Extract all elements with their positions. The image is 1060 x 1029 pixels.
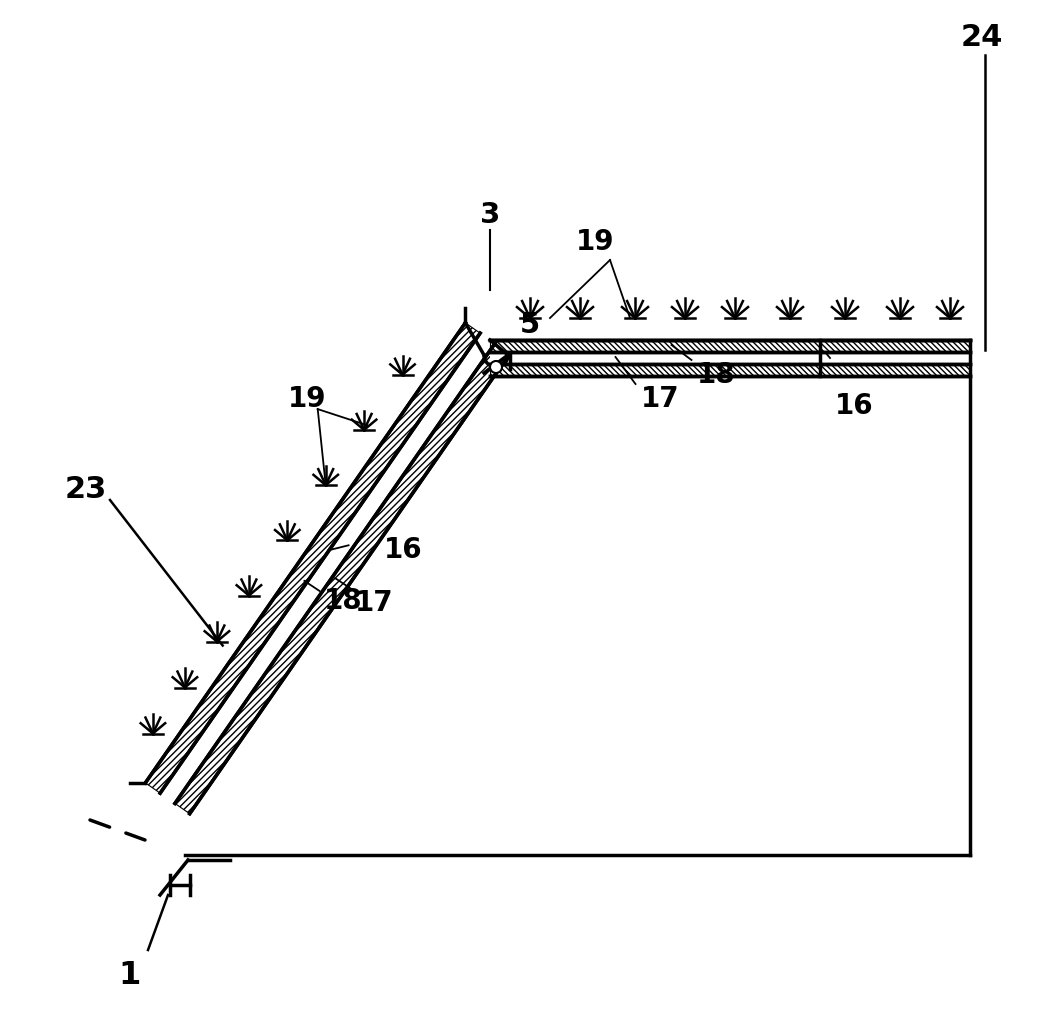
Polygon shape bbox=[145, 323, 480, 793]
Text: 17: 17 bbox=[640, 385, 679, 413]
Text: 19: 19 bbox=[287, 385, 326, 413]
Text: 1: 1 bbox=[119, 959, 141, 991]
Text: 16: 16 bbox=[384, 536, 422, 564]
Text: 23: 23 bbox=[65, 475, 107, 504]
Text: 17: 17 bbox=[355, 590, 393, 617]
Text: 3: 3 bbox=[480, 201, 500, 229]
Polygon shape bbox=[160, 333, 495, 804]
Polygon shape bbox=[490, 340, 970, 352]
Text: 19: 19 bbox=[576, 228, 614, 256]
Polygon shape bbox=[490, 352, 970, 364]
Polygon shape bbox=[490, 364, 970, 376]
Text: 16: 16 bbox=[835, 392, 873, 420]
Text: 24: 24 bbox=[960, 24, 1003, 52]
Text: 5: 5 bbox=[520, 311, 540, 339]
Text: 18: 18 bbox=[696, 361, 736, 389]
Circle shape bbox=[490, 361, 502, 372]
Polygon shape bbox=[175, 344, 510, 814]
Text: 18: 18 bbox=[324, 587, 363, 615]
